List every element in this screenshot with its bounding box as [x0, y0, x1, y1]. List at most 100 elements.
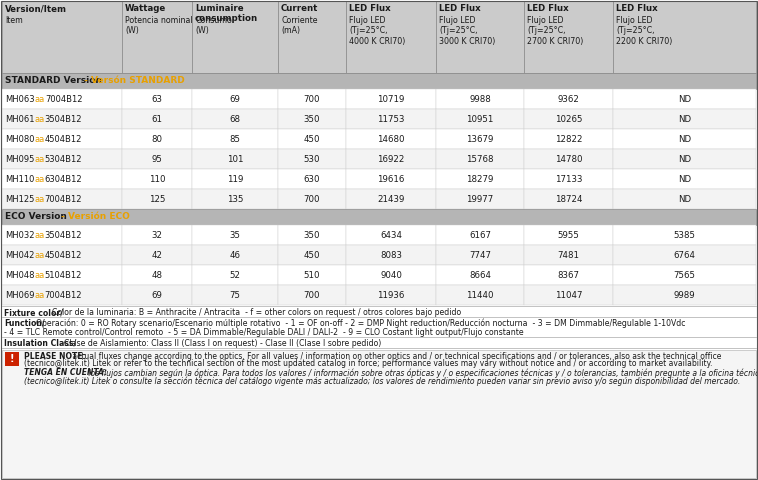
Text: 7747: 7747	[469, 251, 491, 260]
Text: MH048: MH048	[5, 271, 35, 279]
Text: 63: 63	[152, 95, 162, 104]
Bar	[278, 285, 346, 305]
Text: Insulation Class/: Insulation Class/	[4, 339, 77, 348]
Bar	[613, 1, 756, 73]
Text: 7481: 7481	[557, 251, 580, 260]
Text: 110: 110	[149, 175, 165, 183]
Text: LED Flux: LED Flux	[439, 4, 481, 13]
Text: aa: aa	[34, 155, 45, 164]
Text: (tecnico@litek.it) Litek o consulte la sección técnica del catálogo vigente más : (tecnico@litek.it) Litek o consulte la s…	[24, 377, 741, 386]
Text: 5955: 5955	[558, 230, 579, 240]
Bar	[524, 285, 613, 305]
Text: aa: aa	[35, 290, 45, 300]
Bar	[2, 109, 122, 129]
Text: MH110: MH110	[5, 175, 34, 183]
Text: 48: 48	[152, 271, 162, 279]
Text: LED Flux: LED Flux	[349, 4, 391, 13]
Text: 11936: 11936	[377, 290, 405, 300]
Bar	[346, 149, 436, 169]
Bar	[436, 245, 524, 265]
Bar	[192, 149, 278, 169]
Bar	[524, 225, 613, 245]
Bar	[436, 265, 524, 285]
Text: STANDARD Version: STANDARD Version	[5, 76, 102, 85]
Bar	[192, 225, 278, 245]
Text: 700: 700	[304, 290, 320, 300]
Bar	[278, 189, 346, 209]
Bar	[192, 109, 278, 129]
Bar	[613, 109, 756, 129]
Text: Function/: Function/	[4, 319, 45, 328]
Text: aa: aa	[35, 115, 45, 123]
Text: 11753: 11753	[377, 115, 405, 123]
Bar	[2, 1, 122, 73]
Text: TENGA EN CUENTA:: TENGA EN CUENTA:	[24, 368, 107, 377]
Text: 46: 46	[230, 251, 240, 260]
Bar	[346, 89, 436, 109]
Bar	[2, 89, 122, 109]
Text: Version/Item: Version/Item	[5, 4, 67, 13]
Text: MH095: MH095	[5, 155, 34, 164]
Bar	[192, 89, 278, 109]
Bar	[524, 149, 613, 169]
Text: los flujos cambian según la óptica. Para todos los valores / información sobre o: los flujos cambian según la óptica. Para…	[86, 368, 758, 377]
Bar	[346, 225, 436, 245]
Text: aa: aa	[35, 134, 45, 144]
Text: Fixture color/: Fixture color/	[4, 308, 63, 317]
Text: 68: 68	[230, 115, 240, 123]
Text: 7004B12: 7004B12	[45, 194, 82, 204]
Bar	[524, 189, 613, 209]
Text: 700: 700	[304, 194, 320, 204]
Text: 6304B12: 6304B12	[45, 175, 83, 183]
Text: MH061: MH061	[5, 115, 35, 123]
Text: 5104B12: 5104B12	[45, 271, 82, 279]
Bar	[613, 169, 756, 189]
Text: 4504B12: 4504B12	[45, 251, 82, 260]
Text: MH080: MH080	[5, 134, 35, 144]
Text: 135: 135	[227, 194, 243, 204]
Bar	[524, 245, 613, 265]
Text: - Versón STANDARD: - Versón STANDARD	[81, 76, 185, 85]
Text: 9040: 9040	[380, 271, 402, 279]
Text: 17133: 17133	[555, 175, 582, 183]
Text: MH063: MH063	[5, 95, 35, 104]
Bar	[346, 1, 436, 73]
Bar	[278, 265, 346, 285]
Bar	[192, 265, 278, 285]
Bar	[192, 169, 278, 189]
Text: - 4 = TLC Remote control/Control remoto  - 5 = DA Dimmable/Regulable DALI / DALI: - 4 = TLC Remote control/Control remoto …	[4, 328, 524, 337]
Text: 3504B12: 3504B12	[45, 230, 83, 240]
Bar	[613, 245, 756, 265]
Text: aa: aa	[35, 230, 45, 240]
Text: - Versión ECO: - Versión ECO	[58, 212, 130, 221]
Text: 510: 510	[304, 271, 320, 279]
Text: 6167: 6167	[469, 230, 491, 240]
Text: LED Flux: LED Flux	[527, 4, 568, 13]
Text: 530: 530	[304, 155, 320, 164]
Bar	[346, 285, 436, 305]
Text: Potencia nominal
(W): Potencia nominal (W)	[125, 16, 193, 36]
Text: 85: 85	[230, 134, 240, 144]
Text: 80: 80	[152, 134, 162, 144]
Text: aa: aa	[34, 251, 45, 260]
Bar	[524, 1, 613, 73]
Bar	[613, 189, 756, 209]
Bar	[436, 189, 524, 209]
Text: actual fluxes change according to the optics. For all values / information on ot: actual fluxes change according to the op…	[70, 352, 722, 361]
Text: Corriente
(mA): Corriente (mA)	[281, 16, 318, 36]
Bar	[122, 109, 192, 129]
Bar	[278, 1, 346, 73]
Text: 4504B12: 4504B12	[45, 134, 82, 144]
Text: 75: 75	[230, 290, 240, 300]
Bar	[192, 285, 278, 305]
Bar	[613, 89, 756, 109]
Text: 8664: 8664	[469, 271, 491, 279]
Text: 13679: 13679	[466, 134, 493, 144]
Bar	[192, 245, 278, 265]
Text: 10719: 10719	[377, 95, 405, 104]
Text: Flujo LED
(Tj=25°C,
4000 K CRI70): Flujo LED (Tj=25°C, 4000 K CRI70)	[349, 16, 406, 46]
Bar	[346, 169, 436, 189]
Bar	[278, 169, 346, 189]
Bar	[524, 265, 613, 285]
Bar	[436, 1, 524, 73]
